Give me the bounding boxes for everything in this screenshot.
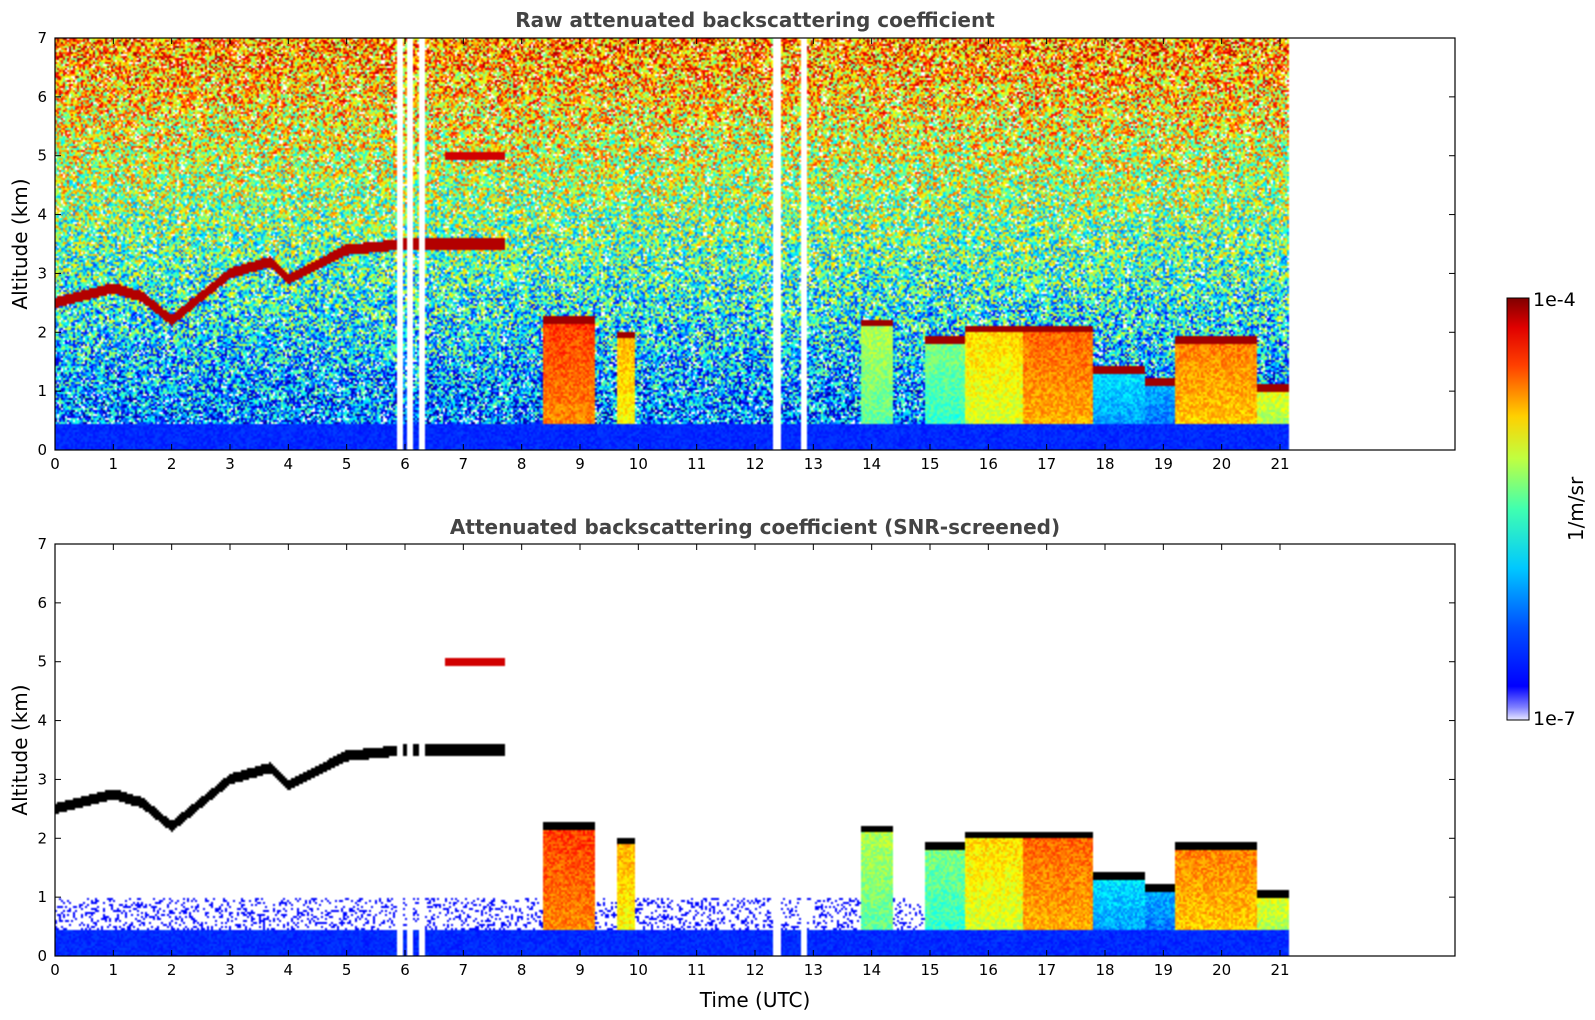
screened-panel: Attenuated backscattering coefficient (S… <box>8 515 1456 1012</box>
screened-y-tick-label: 3 <box>37 770 47 788</box>
colorbar-min-label: 1e-7 <box>1533 708 1576 730</box>
raw-x-tick-label: 9 <box>575 455 585 473</box>
raw-x-tick-label: 6 <box>400 455 410 473</box>
screened-x-tick-label: 6 <box>400 961 410 979</box>
screened-x-tick-label: 1 <box>109 961 119 979</box>
raw-x-tick-label: 8 <box>517 455 527 473</box>
raw-x-tick-label: 2 <box>167 455 177 473</box>
screened-x-tick-label: 4 <box>284 961 294 979</box>
screened-x-tick-label: 21 <box>1270 961 1289 979</box>
raw-y-tick-label: 6 <box>37 88 47 106</box>
raw-x-tick-label: 17 <box>1037 455 1056 473</box>
colorbar-gradient <box>1506 297 1530 721</box>
screened-x-tick-label: 15 <box>920 961 939 979</box>
raw-y-tick-label: 5 <box>37 147 47 165</box>
raw-panel: Raw attenuated backscattering coefficien… <box>8 8 1456 473</box>
screened-x-tick-label: 10 <box>629 961 648 979</box>
raw-x-tick-label: 21 <box>1270 455 1289 473</box>
colorbar-unit-label: 1/m/sr <box>1564 476 1588 541</box>
colorbar: 1e-4 1e-7 1/m/sr <box>1506 289 1588 730</box>
screened-y-axis-label: Altitude (km) <box>8 684 32 815</box>
raw-y-tick-label: 3 <box>37 264 47 282</box>
screened-y-tick-label: 2 <box>37 829 47 847</box>
raw-y-tick-label: 4 <box>37 206 47 224</box>
screened-y-tick-label: 7 <box>37 535 47 553</box>
raw-x-tick-label: 5 <box>342 455 352 473</box>
raw-x-tick-label: 3 <box>225 455 235 473</box>
screened-panel-title: Attenuated backscattering coefficient (S… <box>450 515 1060 539</box>
screened-y-tick-label: 6 <box>37 594 47 612</box>
screened-x-tick-label: 16 <box>979 961 998 979</box>
raw-x-tick-label: 15 <box>920 455 939 473</box>
screened-x-tick-label: 19 <box>1154 961 1173 979</box>
screened-axis-ticks: 0 1 2 3 4 5 6 7 8 9 10 11 12 13 14 15 16 17 18 19 20 21012345… <box>37 535 1455 979</box>
raw-x-tick-label: 20 <box>1212 455 1231 473</box>
screened-x-tick-label: 20 <box>1212 961 1231 979</box>
raw-x-tick-label: 13 <box>804 455 823 473</box>
raw-y-tick-label: 7 <box>37 29 47 47</box>
raw-x-tick-label: 11 <box>687 455 706 473</box>
raw-x-tick-label: 12 <box>745 455 764 473</box>
screened-x-tick-label: 18 <box>1095 961 1114 979</box>
colorbar-max-label: 1e-4 <box>1533 289 1576 311</box>
screened-x-tick-label: 11 <box>687 961 706 979</box>
screened-x-tick-label: 5 <box>342 961 352 979</box>
raw-x-tick-label: 0 <box>50 455 60 473</box>
raw-y-tick-label: 2 <box>37 323 47 341</box>
screened-x-tick-label: 14 <box>862 961 881 979</box>
raw-panel-title: Raw attenuated backscattering coefficien… <box>515 8 995 32</box>
screened-x-tick-label: 8 <box>517 961 527 979</box>
x-axis-label: Time (UTC) <box>699 988 811 1012</box>
screened-x-tick-label: 2 <box>167 961 177 979</box>
screened-x-tick-label: 0 <box>50 961 60 979</box>
screened-x-tick-label: 9 <box>575 961 585 979</box>
raw-y-tick-label: 0 <box>37 441 47 459</box>
raw-y-axis-label: Altitude (km) <box>8 178 32 309</box>
screened-backscatter-heatmap <box>55 544 1455 956</box>
screened-x-tick-label: 13 <box>804 961 823 979</box>
raw-x-tick-label: 14 <box>862 455 881 473</box>
raw-y-tick-label: 1 <box>37 382 47 400</box>
raw-axis-ticks: 0 1 2 3 4 5 6 7 8 9 10 11 12 13 14 15 16 17 18 19 20 21012345… <box>37 29 1455 473</box>
raw-x-tick-label: 10 <box>629 455 648 473</box>
screened-x-tick-label: 7 <box>459 961 469 979</box>
raw-x-tick-label: 16 <box>979 455 998 473</box>
screened-x-tick-label: 3 <box>225 961 235 979</box>
screened-x-tick-label: 17 <box>1037 961 1056 979</box>
raw-x-tick-label: 1 <box>109 455 119 473</box>
screened-y-tick-label: 0 <box>37 947 47 965</box>
raw-x-tick-label: 18 <box>1095 455 1114 473</box>
raw-x-tick-label: 4 <box>284 455 294 473</box>
screened-x-tick-label: 12 <box>745 961 764 979</box>
screened-y-tick-label: 1 <box>37 888 47 906</box>
screened-y-tick-label: 5 <box>37 653 47 671</box>
raw-x-tick-label: 7 <box>459 455 469 473</box>
screened-y-tick-label: 4 <box>37 712 47 730</box>
raw-backscatter-heatmap <box>55 38 1455 450</box>
raw-x-tick-label: 19 <box>1154 455 1173 473</box>
